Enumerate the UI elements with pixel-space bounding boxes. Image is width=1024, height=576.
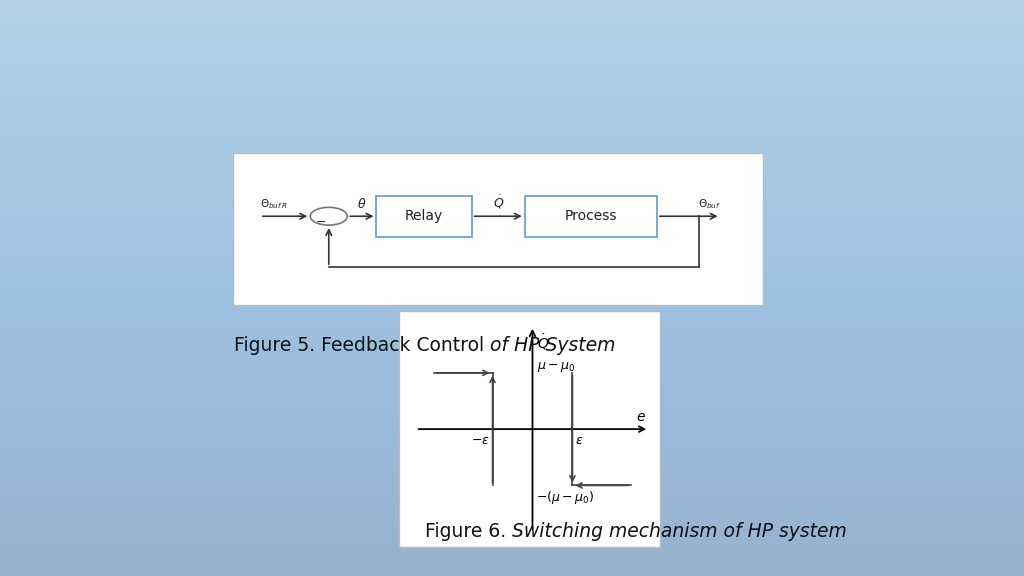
Text: $-\varepsilon$: $-\varepsilon$ <box>471 434 489 447</box>
Text: Relay: Relay <box>404 209 443 223</box>
Text: $-(\mu - \mu_0)$: $-(\mu - \mu_0)$ <box>536 489 594 506</box>
FancyBboxPatch shape <box>377 196 472 237</box>
Text: $\theta$: $\theta$ <box>357 197 367 211</box>
Text: $e$: $e$ <box>636 411 646 425</box>
Text: Figure 5. Feedback Control: Figure 5. Feedback Control <box>233 336 490 355</box>
Text: Process: Process <box>564 209 617 223</box>
FancyBboxPatch shape <box>524 196 657 237</box>
Text: $\Theta_{buf}$: $\Theta_{buf}$ <box>697 198 721 211</box>
Text: $\mu - \mu_0$: $\mu - \mu_0$ <box>537 361 575 374</box>
Text: $-$: $-$ <box>315 215 327 228</box>
Text: Figure 6.: Figure 6. <box>425 522 512 541</box>
Text: $\dot{Q}$: $\dot{Q}$ <box>537 332 550 352</box>
Text: $\dot{Q}$: $\dot{Q}$ <box>493 194 504 211</box>
Text: Switching mechanism of HP system: Switching mechanism of HP system <box>512 522 847 541</box>
Text: of HP System: of HP System <box>490 336 615 355</box>
Text: $\varepsilon$: $\varepsilon$ <box>575 434 584 447</box>
Text: $\Theta_{buf\,R}$: $\Theta_{buf\,R}$ <box>260 198 288 211</box>
